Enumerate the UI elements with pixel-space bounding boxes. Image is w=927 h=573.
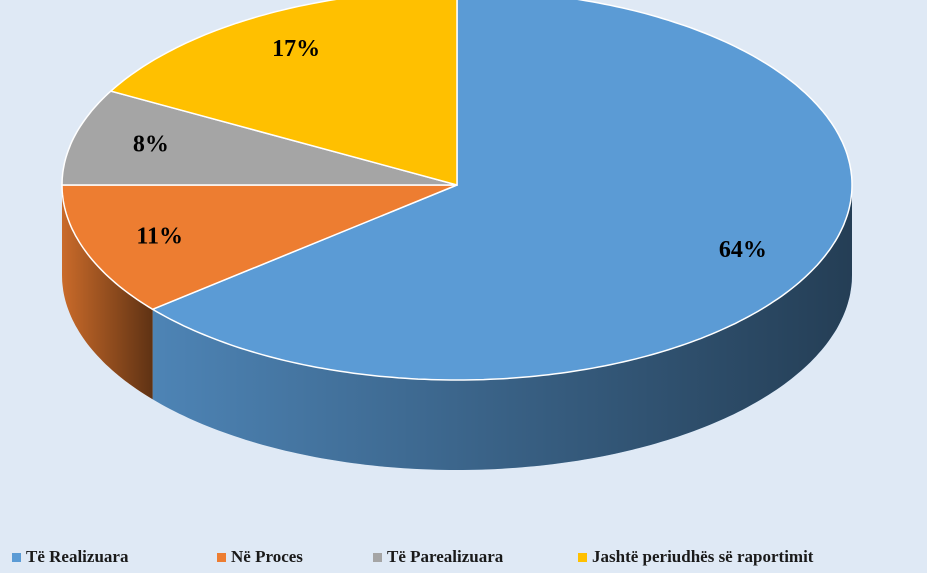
legend-swatch [373, 553, 382, 562]
slice-side-shade [152, 185, 853, 470]
data-label: 11% [136, 223, 183, 249]
legend-label: Në Proces [231, 547, 303, 566]
data-label: 64% [719, 237, 767, 263]
legend-label: Të Realizuara [26, 547, 129, 566]
legend-swatch [12, 553, 21, 562]
legend-swatch [217, 553, 226, 562]
data-label: 17% [272, 36, 320, 62]
legend-label: Të Parealizuara [387, 547, 504, 566]
legend-label: Jashtë periudhës së raportimit [592, 547, 814, 566]
slice [61, 184, 458, 311]
slice [150, 0, 853, 381]
slice [61, 90, 458, 186]
data-label: 8% [133, 132, 169, 158]
legend-swatch [578, 553, 587, 562]
slice [109, 0, 458, 186]
slice-side-shade [62, 185, 153, 400]
